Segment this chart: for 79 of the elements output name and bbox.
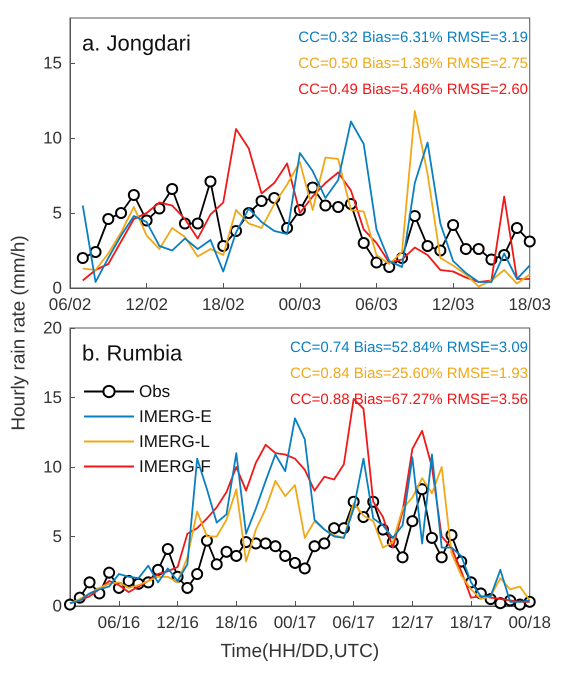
point [162,543,174,556]
point [447,219,460,231]
annotation: CC=0.49 Bias=5.46% RMSE=2.60 [298,81,528,98]
x-tick-label: 00/17 [274,613,316,632]
y-tick-label: 5 [52,527,62,546]
point [396,551,409,564]
y-tick-label: 15 [43,54,62,72]
x-tick-label: 12/17 [391,613,434,632]
point [181,582,194,594]
x-tick-label: 06/17 [332,613,375,632]
y-tick-label: 20 [43,318,62,338]
point [256,195,268,207]
y-tick-label: 0 [52,278,62,298]
point [260,537,272,550]
point [279,550,292,562]
point [192,218,204,230]
point [524,236,536,248]
x-tick-label: 18/17 [450,613,492,632]
point [426,532,438,544]
point [370,256,382,268]
legend-label: Obs [139,382,170,401]
x-tick-label: 18/02 [202,295,245,314]
point [318,537,330,550]
point [308,540,321,552]
annotation: CC=0.84 Bias=25.60% RMSE=1.93 [290,365,528,382]
x-tick-label: 00/03 [278,295,322,314]
legend-label: IMERG-E [139,407,212,426]
text: b. Rumbia [82,340,184,366]
y-tick-label: 5 [52,204,62,222]
point [269,540,282,552]
legend-label: IMERG-L [139,432,210,451]
annotation: CC=0.88 Bias=67.27% RMSE=3.56 [290,391,528,408]
annotation: CC=0.50 Bias=1.36% RMSE=2.75 [298,55,528,72]
point [328,522,340,534]
point [306,182,319,194]
point [510,222,523,234]
point [90,246,102,258]
point [472,243,485,255]
x-tick-label: 18/16 [215,613,258,632]
point [408,210,421,222]
point [358,237,370,249]
point [166,183,178,195]
y-tick-label: 10 [43,128,62,148]
point [220,546,233,558]
point [200,534,213,547]
point [332,201,344,213]
text: a. Jongdari [82,30,191,56]
annotation: CC=0.32 Bias=6.31% RMSE=3.19 [298,29,528,46]
y-tick-label: 10 [43,458,62,476]
point [230,550,242,562]
x-tick-label: 00/18 [508,613,552,632]
point [191,568,204,580]
x-tick-label: 12/16 [156,613,199,632]
point [460,243,472,255]
point [76,252,89,264]
x-tick-label: 06/16 [98,613,140,632]
point [436,551,448,564]
x-tick-label: 12/02 [125,295,168,314]
point [210,558,223,570]
x-tick-label: 12/03 [432,295,474,314]
y-tick-label: 15 [43,388,62,407]
annotation: CC=0.74 Bias=52.84% RMSE=3.09 [290,339,528,356]
point [84,576,96,588]
x-axis-title: Time(HH/DD,UTC) [220,641,380,662]
y-tick-label: 0 [52,596,62,616]
point [298,562,311,574]
point [115,207,128,219]
x-tick-label: 06/03 [355,295,398,314]
x-tick-label: 18/03 [508,295,552,314]
point [406,515,418,528]
point [128,189,140,201]
point [103,566,116,579]
point [204,176,216,188]
point [422,240,434,252]
y-axis-title: Hourly rain rate (mm/h) [9,235,31,431]
x-tick-label: 06/02 [48,295,92,314]
point [319,200,332,212]
point [102,213,114,225]
point [288,556,301,569]
